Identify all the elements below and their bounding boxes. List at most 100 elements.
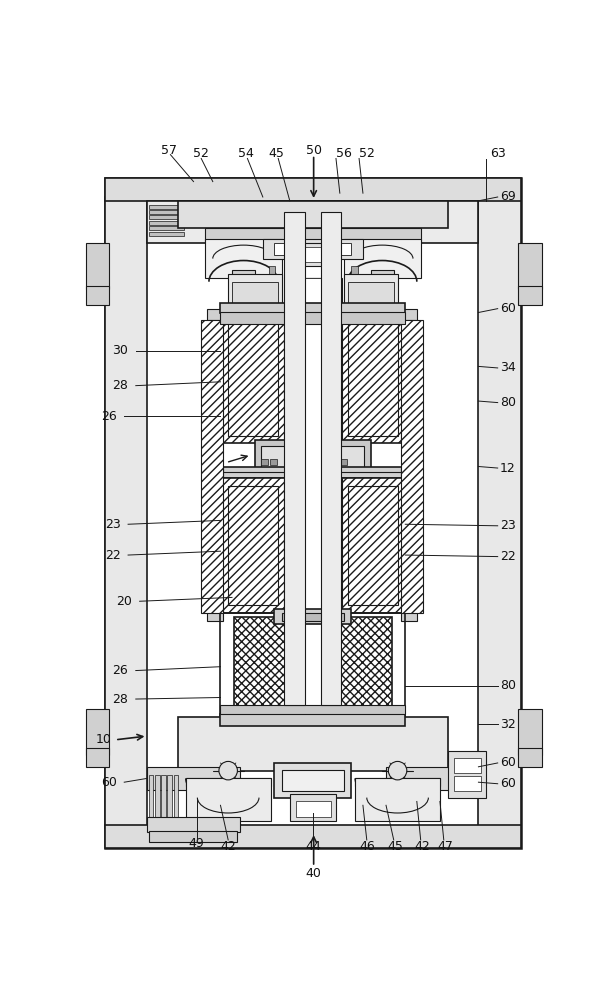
Bar bbox=[285, 478, 342, 613]
Bar bbox=[518, 709, 542, 755]
Bar bbox=[228, 320, 278, 436]
Bar bbox=[321, 212, 341, 705]
Text: 44: 44 bbox=[305, 840, 321, 853]
Text: 52: 52 bbox=[193, 147, 209, 160]
Bar bbox=[355, 778, 440, 821]
Text: 63: 63 bbox=[490, 147, 506, 160]
Bar bbox=[340, 478, 405, 613]
Bar bbox=[205, 228, 420, 243]
Bar bbox=[401, 309, 417, 320]
Bar bbox=[269, 266, 275, 282]
Bar bbox=[207, 467, 223, 478]
Bar bbox=[86, 748, 109, 767]
Bar bbox=[220, 467, 405, 478]
Circle shape bbox=[219, 761, 237, 780]
Bar bbox=[178, 717, 447, 771]
Text: 45: 45 bbox=[387, 840, 403, 853]
Text: 40: 40 bbox=[306, 867, 321, 880]
Bar bbox=[149, 210, 184, 214]
Bar bbox=[324, 440, 371, 474]
Bar bbox=[274, 609, 351, 624]
Text: 60: 60 bbox=[500, 777, 516, 790]
Bar bbox=[296, 801, 330, 817]
Text: 20: 20 bbox=[116, 595, 132, 608]
Text: 23: 23 bbox=[500, 519, 516, 532]
Text: 50: 50 bbox=[305, 144, 322, 157]
Text: 46: 46 bbox=[359, 840, 375, 853]
Bar bbox=[330, 446, 365, 468]
Bar bbox=[105, 178, 521, 848]
Bar bbox=[205, 239, 282, 278]
Bar bbox=[228, 486, 278, 605]
Bar bbox=[453, 758, 481, 773]
Text: 42: 42 bbox=[414, 840, 430, 853]
Bar bbox=[401, 432, 417, 443]
Bar bbox=[401, 320, 423, 613]
Text: 80: 80 bbox=[500, 679, 516, 692]
Bar bbox=[479, 197, 521, 828]
Bar bbox=[149, 774, 154, 821]
Text: 52: 52 bbox=[359, 147, 375, 160]
Bar bbox=[232, 270, 255, 278]
Bar bbox=[220, 312, 405, 324]
Bar bbox=[149, 215, 184, 219]
Bar bbox=[220, 303, 405, 312]
Text: 60: 60 bbox=[100, 776, 116, 789]
Circle shape bbox=[389, 761, 407, 780]
Bar bbox=[255, 440, 301, 474]
Bar bbox=[274, 763, 351, 798]
Bar bbox=[288, 295, 297, 306]
Bar bbox=[86, 709, 109, 755]
Text: 60: 60 bbox=[500, 302, 516, 315]
Text: 47: 47 bbox=[438, 840, 453, 853]
Bar bbox=[105, 825, 521, 848]
Bar bbox=[149, 226, 184, 230]
Bar bbox=[232, 282, 278, 309]
Bar bbox=[305, 247, 322, 262]
Bar bbox=[207, 309, 223, 320]
Bar bbox=[147, 201, 479, 243]
Bar bbox=[344, 274, 398, 312]
Bar bbox=[261, 459, 268, 465]
Text: 42: 42 bbox=[220, 840, 236, 853]
Bar bbox=[297, 278, 313, 771]
Bar bbox=[274, 243, 351, 255]
Bar bbox=[330, 459, 338, 465]
Text: 69: 69 bbox=[500, 190, 516, 204]
Bar bbox=[282, 613, 344, 620]
Text: 12: 12 bbox=[500, 462, 516, 475]
Bar bbox=[220, 312, 286, 443]
Bar bbox=[174, 774, 178, 821]
Text: 30: 30 bbox=[112, 344, 128, 358]
Text: 54: 54 bbox=[238, 147, 254, 160]
Bar bbox=[147, 767, 240, 790]
Bar bbox=[149, 221, 184, 225]
Text: 49: 49 bbox=[188, 837, 204, 850]
Bar bbox=[300, 243, 327, 266]
Bar bbox=[147, 817, 240, 832]
Bar bbox=[261, 446, 295, 468]
Bar bbox=[186, 778, 271, 821]
Text: 45: 45 bbox=[269, 147, 285, 160]
Text: 10: 10 bbox=[95, 733, 111, 746]
Bar bbox=[453, 776, 481, 791]
Polygon shape bbox=[355, 778, 440, 786]
Text: 34: 34 bbox=[500, 361, 516, 374]
Bar bbox=[201, 320, 223, 613]
Bar bbox=[348, 320, 398, 436]
Bar bbox=[518, 243, 542, 289]
Text: 80: 80 bbox=[500, 396, 516, 409]
Bar bbox=[220, 478, 286, 613]
Bar bbox=[167, 774, 172, 821]
Bar bbox=[348, 486, 398, 605]
Bar bbox=[344, 239, 420, 278]
Bar bbox=[340, 617, 392, 713]
Bar bbox=[285, 278, 342, 309]
Bar bbox=[351, 266, 357, 282]
Bar bbox=[105, 178, 521, 201]
Bar bbox=[220, 705, 405, 714]
Bar bbox=[86, 243, 109, 289]
Bar bbox=[228, 274, 282, 312]
Bar bbox=[207, 609, 223, 620]
Bar bbox=[285, 212, 305, 705]
